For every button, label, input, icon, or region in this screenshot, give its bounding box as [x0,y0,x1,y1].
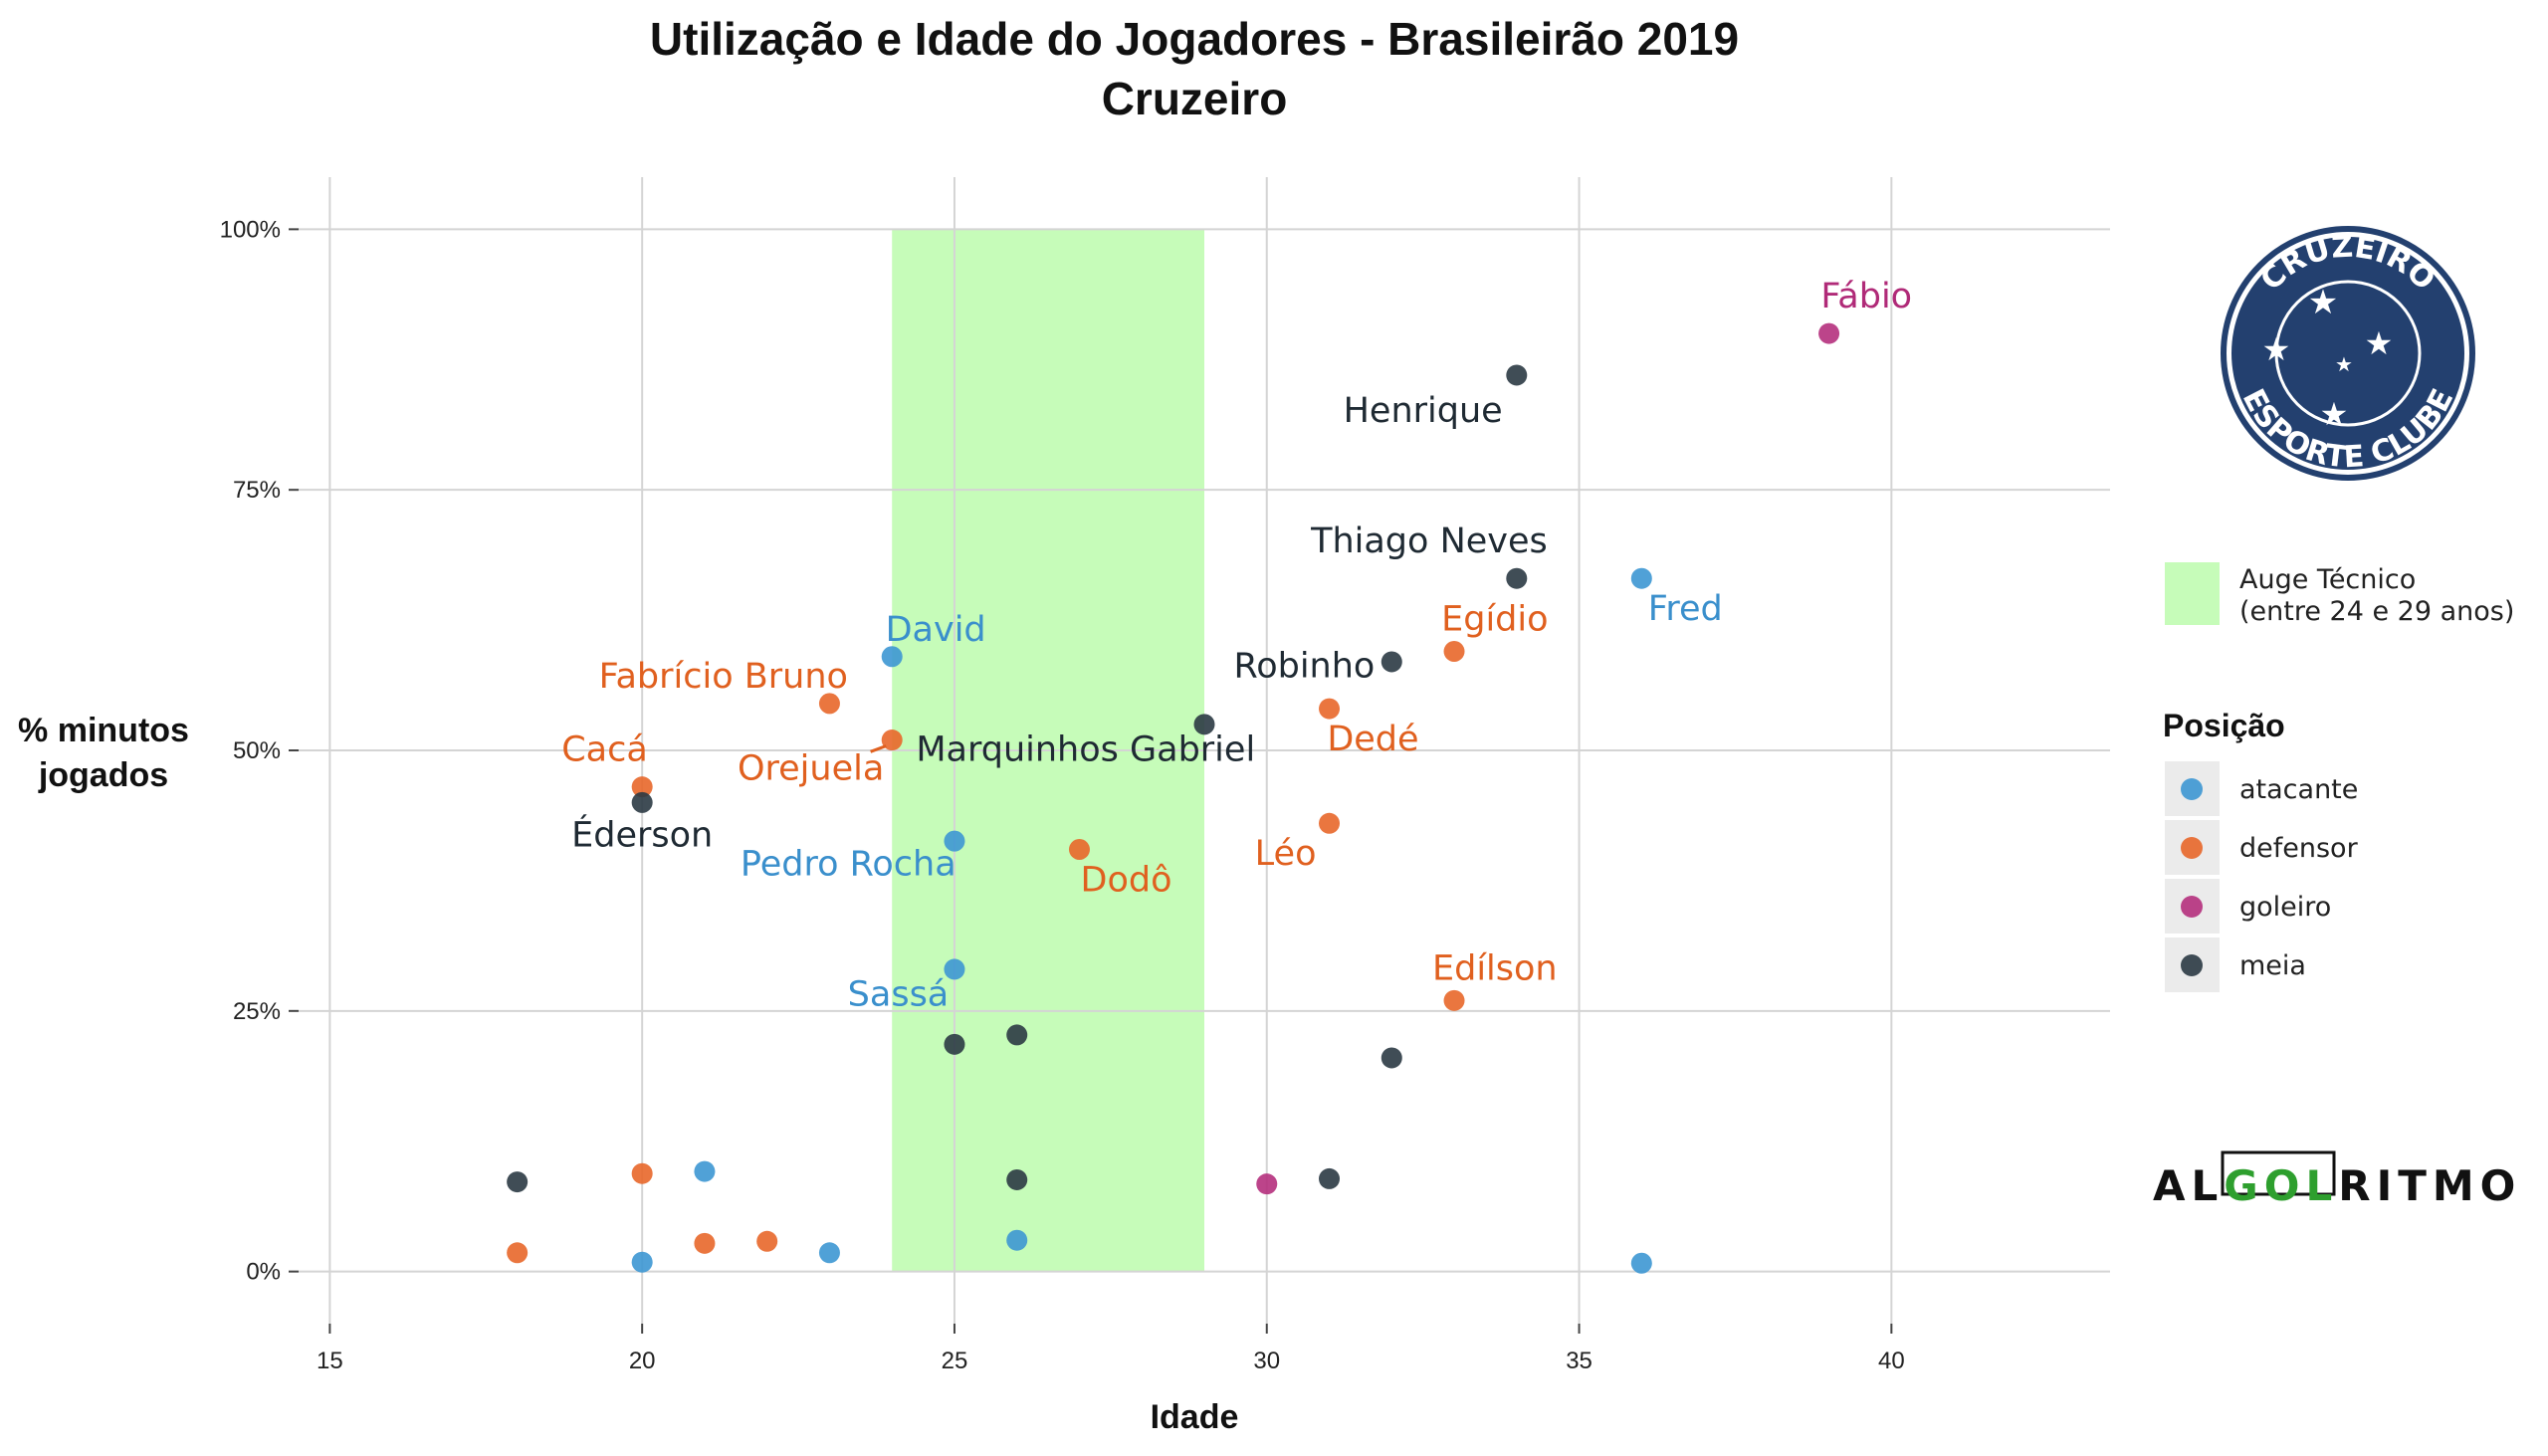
x-tick-label: 35 [1566,1348,1592,1374]
band-legend-label-line-1: Auge Técnico [2239,564,2416,595]
data-point-goleiro [1818,322,1840,344]
x-tick-label: 30 [1253,1348,1280,1374]
data-point-atacante [944,830,965,852]
legend-label-defensor: defensor [2239,833,2359,864]
y-axis-ticks: 0% 25% 50% 75% 100% [220,216,299,1286]
legend-key-atacante [2181,778,2203,800]
data-point-defensor [1319,698,1341,720]
data-point-atacante [1630,567,1652,589]
star-icon: ★ [2320,395,2349,433]
band-legend-label-line-2: (entre 24 e 29 anos) [2239,596,2514,627]
point-label: Edílson [1432,948,1558,988]
legend-title: Posição [2163,708,2285,743]
y-tick-label: 0% [246,1259,281,1286]
legend-label-goleiro: goleiro [2239,892,2331,923]
gridlines [299,177,2110,1324]
data-point-atacante [944,958,965,980]
data-point-atacante [818,1242,840,1264]
y-tick-label: 50% [233,737,281,764]
data-point-defensor [756,1230,778,1252]
data-point-defensor [1319,812,1341,834]
point-label: Cacá [561,729,648,769]
x-tick-label: 15 [317,1348,343,1374]
x-axis-title: Idade [1151,1398,1239,1436]
point-labels: Fábio Henrique Thiago Neves Fred Egídio Robin… [561,277,1912,1015]
legend-label-meia: meia [2239,950,2306,981]
star-icon: ★ [2365,324,2394,362]
crest-logo: CRUZEIRO ESPORTE CLUBE ★ ★ ★ ★ ★ [2221,226,2475,481]
star-icon: ★ [2262,330,2291,368]
data-point-goleiro [1256,1173,1278,1195]
x-tick-label: 25 [942,1348,968,1374]
band-legend: Auge Técnico (entre 24 e 29 anos) [2165,562,2514,627]
legend-label-atacante: atacante [2239,774,2358,805]
x-tick-label: 20 [629,1348,656,1374]
point-label: David [886,610,986,650]
legend-key-meia [2181,954,2203,976]
data-point-defensor [507,1242,529,1264]
label-leader-line [870,744,887,753]
data-point-defensor [631,776,653,798]
data-point-meia [507,1171,529,1193]
data-point-atacante [1006,1229,1028,1251]
data-point-defensor [881,729,903,751]
data-point-meia [1006,1168,1028,1190]
data-point-meia [1380,651,1402,673]
star-icon: ★ [2308,283,2338,322]
point-label: Pedro Rocha [741,845,956,885]
y-tick-label: 100% [220,216,281,243]
data-point-atacante [1630,1252,1652,1274]
data-point-defensor [1068,838,1090,860]
data-point-meia [1506,364,1528,386]
data-point-meia [1006,1024,1028,1046]
x-axis-ticks: 15 20 25 30 35 40 [317,1324,1905,1374]
point-label: Sassá [848,975,950,1015]
data-point-defensor [631,1162,653,1184]
position-legend: Posição atacante defensor goleiro meia [2163,708,2359,992]
point-label: Fábio [1820,277,1912,316]
point-label: Egídio [1441,600,1548,640]
band-legend-swatch [2165,562,2220,625]
algolritmo-logo: ALGOLRITMO [2153,1150,2521,1210]
data-point-meia [944,1033,965,1055]
y-axis-title-line-2: jogados [38,756,168,794]
data-point-defensor [1443,989,1465,1011]
chart-subtitle: Cruzeiro [1102,73,1288,124]
point-label: Dedé [1327,720,1418,759]
data-point-meia [1506,567,1528,589]
y-tick-label: 25% [233,998,281,1025]
data-point-meia [1380,1047,1402,1069]
data-point-defensor [1443,641,1465,663]
star-icon: ★ [2335,352,2353,376]
data-points [507,322,1840,1274]
brand-wordmark: ALGOLRITMO [2153,1161,2521,1210]
point-label: Henrique [1344,391,1503,431]
goal-frame [2221,1150,2336,1196]
data-point-meia [1319,1167,1341,1189]
point-label: Dodô [1081,860,1172,900]
point-label: Marquinhos Gabriel [916,729,1255,769]
point-label: Robinho [1233,647,1375,687]
plot-area: 15 20 25 30 35 40 0% 25% 50% 75% 100% Fábio Henriq… [220,177,2110,1374]
point-label: Éderson [571,813,713,855]
y-axis-title-line-1: % minutos [18,712,189,749]
point-label: Léo [1255,834,1317,874]
point-label: Fred [1648,589,1723,629]
data-point-atacante [631,1251,653,1273]
data-point-defensor [694,1232,716,1254]
data-point-atacante [694,1160,716,1182]
data-point-defensor [818,693,840,715]
data-point-atacante [881,646,903,668]
chart-title: Utilização e Idade do Jogadores - Brasil… [650,13,1739,65]
x-tick-label: 40 [1878,1348,1905,1374]
point-label: Thiago Neves [1310,521,1548,561]
data-point-meia [1193,714,1215,735]
legend-key-goleiro [2181,896,2203,918]
point-label: Orejuela [738,748,884,788]
data-point-meia [631,791,653,813]
point-label: Fabrício Bruno [599,657,848,697]
legend-key-defensor [2181,837,2203,859]
y-tick-label: 75% [233,477,281,504]
